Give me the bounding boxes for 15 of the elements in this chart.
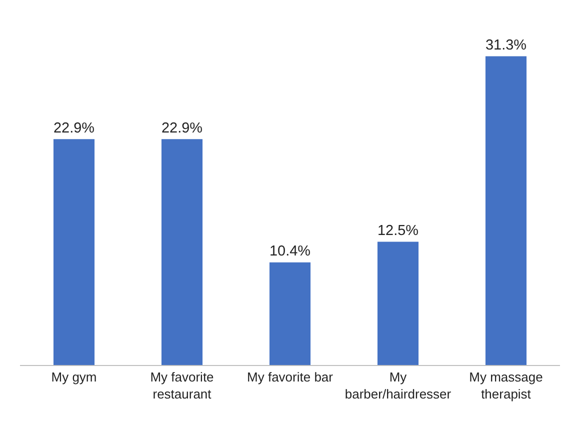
x-tick-label: My barber/hairdresser <box>344 370 452 402</box>
data-label: 12.5% <box>378 222 419 239</box>
bar <box>53 139 95 365</box>
data-label: 22.9% <box>162 120 203 136</box>
bar <box>161 139 203 365</box>
x-tick-label: My favorite bar <box>247 370 334 385</box>
x-tick-label: My gym <box>51 370 97 385</box>
x-tick-label: My massage therapist <box>469 370 543 402</box>
bar <box>377 242 419 365</box>
data-label: 31.3% <box>486 37 527 54</box>
x-tick-label: My favorite restaurant <box>150 370 214 402</box>
bar <box>269 262 311 365</box>
data-label: 22.9% <box>54 120 95 136</box>
bar <box>485 56 527 365</box>
data-label: 10.4% <box>270 244 311 260</box>
